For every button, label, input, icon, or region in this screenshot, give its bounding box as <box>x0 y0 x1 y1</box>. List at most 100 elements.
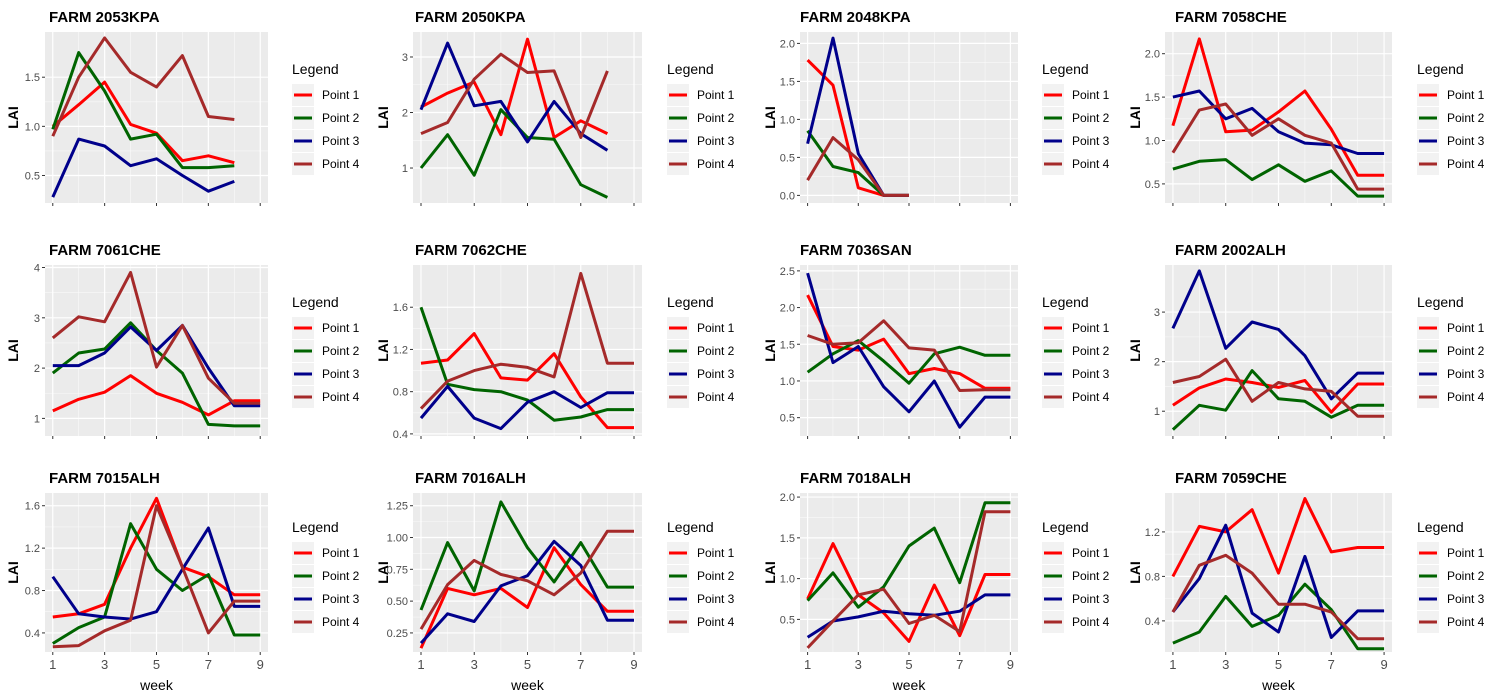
panel-title: FARM 7061CHE <box>49 242 161 259</box>
x-axis-title: week <box>510 677 545 693</box>
y-tick-label: 4 <box>34 263 40 275</box>
x-tick-label: 9 <box>1380 657 1387 672</box>
y-tick-label: 0.5 <box>1145 179 1160 191</box>
series-line-point-4 <box>1171 102 1385 191</box>
y-axis-title: LAI <box>375 339 391 362</box>
y-tick-label: 2.0 <box>780 303 795 315</box>
legend-label: Point 1 <box>1447 546 1485 560</box>
legend-label: Point 1 <box>1447 88 1485 102</box>
panel-title: FARM 7058CHE <box>1175 9 1287 26</box>
legend-label: Point 4 <box>1072 615 1110 629</box>
series-line-point-2 <box>419 306 634 422</box>
legend-label: Point 2 <box>1072 344 1110 358</box>
x-tick-label: 5 <box>524 657 531 672</box>
series-line-point-1 <box>52 374 261 417</box>
y-tick-label: 1.5 <box>1145 92 1160 104</box>
y-tick-label: 0.8 <box>393 387 408 399</box>
series-line-point-3 <box>419 539 634 645</box>
y-tick-label: 2.5 <box>780 266 795 278</box>
legend-title: Legend <box>667 61 714 77</box>
series-line-point-1 <box>1171 37 1385 177</box>
x-tick-label: 5 <box>153 657 160 672</box>
legend-label: Point 4 <box>322 157 360 171</box>
legend-title: Legend <box>292 519 339 535</box>
legend-label: Point 1 <box>1072 321 1110 335</box>
legend-title: Legend <box>1417 294 1464 310</box>
legend-label: Point 1 <box>322 546 360 560</box>
y-tick-label: 3 <box>402 52 408 64</box>
legend-title: Legend <box>667 519 714 535</box>
x-tick-label: 9 <box>257 657 264 672</box>
y-axis-title: LAI <box>762 561 778 584</box>
series-line-point-2 <box>806 339 1011 385</box>
y-tick-label: 1 <box>402 163 408 175</box>
series-line-point-2 <box>806 501 1011 609</box>
panel-title: FARM 7059CHE <box>1175 470 1287 487</box>
legend-label: Point 1 <box>697 88 735 102</box>
legend-label: Point 4 <box>322 390 360 404</box>
y-tick-label: 2.0 <box>1145 49 1160 61</box>
x-tick-label: 3 <box>471 657 478 672</box>
panel-title: FARM 2048KPA <box>800 9 911 26</box>
y-tick-label: 1 <box>34 413 40 425</box>
y-tick-label: 0.5 <box>780 413 795 425</box>
legend-label: Point 2 <box>697 569 735 583</box>
legend-label: Point 3 <box>697 367 735 381</box>
x-tick-label: 9 <box>1007 657 1014 672</box>
legend-label: Point 1 <box>697 546 735 560</box>
x-tick-label: 5 <box>905 657 912 672</box>
series-line-point-3 <box>51 526 261 621</box>
y-tick-label: 0.5 <box>780 614 795 626</box>
y-axis-title: LAI <box>1127 561 1143 584</box>
panel-title: FARM 2053KPA <box>49 9 160 26</box>
y-tick-label: 1.6 <box>25 501 40 513</box>
legend-label: Point 3 <box>1072 367 1110 381</box>
legend-label: Point 3 <box>1072 134 1110 148</box>
legend-label: Point 1 <box>1072 88 1110 102</box>
series-line-point-4 <box>807 319 1011 392</box>
y-axis-title: LAI <box>5 561 21 584</box>
x-tick-label: 1 <box>804 657 811 672</box>
y-tick-label: 2 <box>1154 357 1160 369</box>
legend-title: Legend <box>1042 519 1089 535</box>
panel-title: FARM 7018ALH <box>800 470 911 487</box>
y-tick-label: 0.5 <box>780 152 795 164</box>
legend-label: Point 2 <box>322 344 360 358</box>
panel-title: FARM 2002ALH <box>1175 242 1286 259</box>
legend-title: Legend <box>1042 61 1089 77</box>
y-tick-label: 1.2 <box>393 344 408 356</box>
legend-label: Point 3 <box>322 367 360 381</box>
x-axis-title: week <box>892 677 927 693</box>
series-line-point-4 <box>51 271 261 405</box>
series-line-point-1 <box>52 496 261 619</box>
legend-label: Point 1 <box>697 321 735 335</box>
legend-label: Point 3 <box>1447 592 1485 606</box>
legend-label: Point 3 <box>322 134 360 148</box>
y-axis-title: LAI <box>375 561 391 584</box>
panel-title: FARM 7016ALH <box>415 470 526 487</box>
x-tick-label: 7 <box>1328 657 1335 672</box>
y-axis-title: LAI <box>762 106 778 129</box>
y-tick-label: 1.2 <box>1145 527 1160 539</box>
y-axis-title: LAI <box>1127 106 1143 129</box>
panel-title: FARM 2050KPA <box>415 9 526 26</box>
y-axis-title: LAI <box>5 106 21 129</box>
legend-label: Point 1 <box>322 321 360 335</box>
legend-label: Point 3 <box>697 134 735 148</box>
y-tick-label: 0.75 <box>387 564 408 576</box>
y-tick-label: 1.00 <box>387 533 408 545</box>
series-line-point-4 <box>419 271 634 410</box>
panel-4: FARM 7058CHE 0.5 1.0 1.5 2.0 LAI Legend Point 1… <box>1127 9 1485 206</box>
series-line-point-3 <box>1172 89 1385 155</box>
panel-title: FARM 7015ALH <box>49 470 160 487</box>
x-tick-label: 5 <box>1275 657 1282 672</box>
y-tick-label: 1.0 <box>780 114 795 126</box>
panel-7: FARM 7036SAN 0.5 1.0 1.5 2.0 2.5 LAI Legend Poin… <box>762 242 1110 439</box>
y-tick-label: 3 <box>34 313 40 325</box>
x-tick-label: 1 <box>49 657 56 672</box>
series-line-point-3 <box>806 593 1011 639</box>
legend-label: Point 3 <box>322 592 360 606</box>
panel-title: FARM 7036SAN <box>800 242 912 259</box>
y-tick-label: 1.0 <box>25 121 40 133</box>
y-tick-label: 0.4 <box>25 628 40 640</box>
